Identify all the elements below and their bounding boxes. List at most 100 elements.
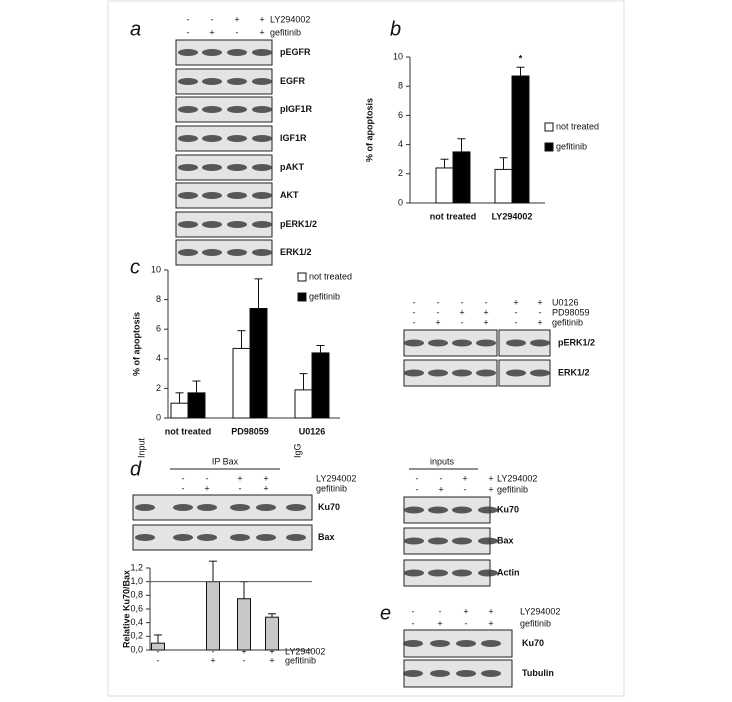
treatment-sign: + [483, 317, 488, 327]
blot-band [252, 164, 272, 171]
treatment-sign: + [459, 307, 464, 317]
blot-band [227, 135, 247, 142]
blot-band [286, 534, 306, 541]
y-tick-label: 0,2 [130, 631, 143, 641]
treatment-name: LY294002 [316, 473, 356, 483]
blot-band [252, 78, 272, 85]
blot-band [252, 192, 272, 199]
treatment-sign: + [537, 317, 542, 327]
blot-band [252, 249, 272, 256]
y-tick-label: 10 [151, 264, 161, 274]
treatment-sign: + [488, 618, 493, 628]
band-label: ERK1/2 [280, 247, 312, 257]
treatment-sign: + [438, 484, 443, 494]
blot-band [252, 106, 272, 113]
y-tick-label: 0,6 [130, 603, 143, 613]
treatment-sign: + [462, 473, 467, 483]
blot-band [202, 78, 222, 85]
treatment-sign: - [440, 473, 443, 483]
blot-band [178, 249, 198, 256]
panel-letter: d [130, 458, 142, 480]
x-tick-label: LY294002 [492, 211, 533, 221]
blot-band [202, 192, 222, 199]
y-tick-label: 10 [393, 51, 403, 61]
treatment-sign: - [413, 307, 416, 317]
treatment-sign: + [488, 484, 493, 494]
blot-band [506, 369, 526, 377]
block-title: inputs [430, 456, 455, 466]
treatment-sign: - [437, 297, 440, 307]
band-label: AKT [280, 190, 299, 200]
treatment-sign: + [263, 473, 268, 483]
blot-band [173, 504, 193, 511]
y-tick-label: 0,4 [130, 617, 143, 627]
treatment-name: PD98059 [552, 307, 590, 317]
treatment-sign: + [259, 27, 264, 37]
band-label: Ku70 [318, 502, 340, 512]
lane-label: IP Bax [212, 456, 239, 466]
y-tick-label: 0,0 [130, 644, 143, 654]
treatment-name: LY294002 [285, 646, 325, 656]
treatment-sign: + [259, 14, 264, 24]
band-label: pERK1/2 [280, 219, 317, 229]
legend-swatch [297, 292, 307, 302]
treatment-sign: - [539, 307, 542, 317]
bar [170, 402, 189, 419]
blot-band [452, 569, 472, 577]
frame [107, 0, 625, 697]
treatment-name: gefitinib [285, 655, 316, 665]
blot-band [230, 534, 250, 541]
blot-band [197, 534, 217, 541]
treatment-sign: - [187, 14, 190, 24]
legend-label: not treated [309, 271, 352, 281]
band-label: pIGF1R [280, 104, 313, 114]
band-label: Bax [497, 535, 514, 545]
blot-band [227, 106, 247, 113]
blot-band [476, 369, 496, 377]
treatment-sign: + [463, 606, 468, 616]
blot-band [404, 369, 424, 377]
blot-band [481, 640, 501, 647]
treatment-sign: + [210, 655, 215, 665]
treatment-sign: + [269, 646, 274, 656]
blot-band [135, 504, 155, 511]
x-tick-label: U0126 [299, 426, 326, 436]
blot-strip [132, 494, 313, 521]
blot-band [252, 49, 272, 56]
y-axis-title: Relative Ku70/Bax [121, 570, 131, 648]
blot-band [227, 164, 247, 171]
blot-band [178, 106, 198, 113]
blot-band [227, 78, 247, 85]
band-label: Actin [497, 567, 520, 577]
panel-letter: b [390, 18, 401, 40]
y-tick-label: 0,8 [130, 590, 143, 600]
treatment-sign: - [236, 27, 239, 37]
blot-band [428, 369, 448, 377]
band-label: Tubulin [522, 668, 554, 678]
treatment-name: gefitinib [316, 483, 347, 493]
legend-swatch [297, 272, 307, 282]
y-tick-label: 0 [398, 197, 403, 207]
treatment-sign: - [439, 606, 442, 616]
blot-band [404, 506, 424, 514]
treatment-sign: + [204, 483, 209, 493]
blot-band [252, 135, 272, 142]
treatment-sign: + [437, 618, 442, 628]
blot-band [173, 534, 193, 541]
blot-band [403, 670, 423, 677]
panel-letter: e [380, 602, 391, 624]
treatment-sign: - [485, 297, 488, 307]
y-tick-label: 4 [156, 353, 161, 363]
blot-band [256, 534, 276, 541]
blot-band [404, 537, 424, 545]
band-label: Bax [318, 532, 335, 542]
legend-label: gefitinib [556, 141, 587, 151]
bar [511, 75, 530, 204]
blot-band [478, 569, 498, 577]
blot-band [202, 249, 222, 256]
legend-label: gefitinib [309, 291, 340, 301]
treatment-sign: + [237, 473, 242, 483]
bar [237, 598, 251, 651]
x-tick-label: not treated [430, 211, 477, 221]
